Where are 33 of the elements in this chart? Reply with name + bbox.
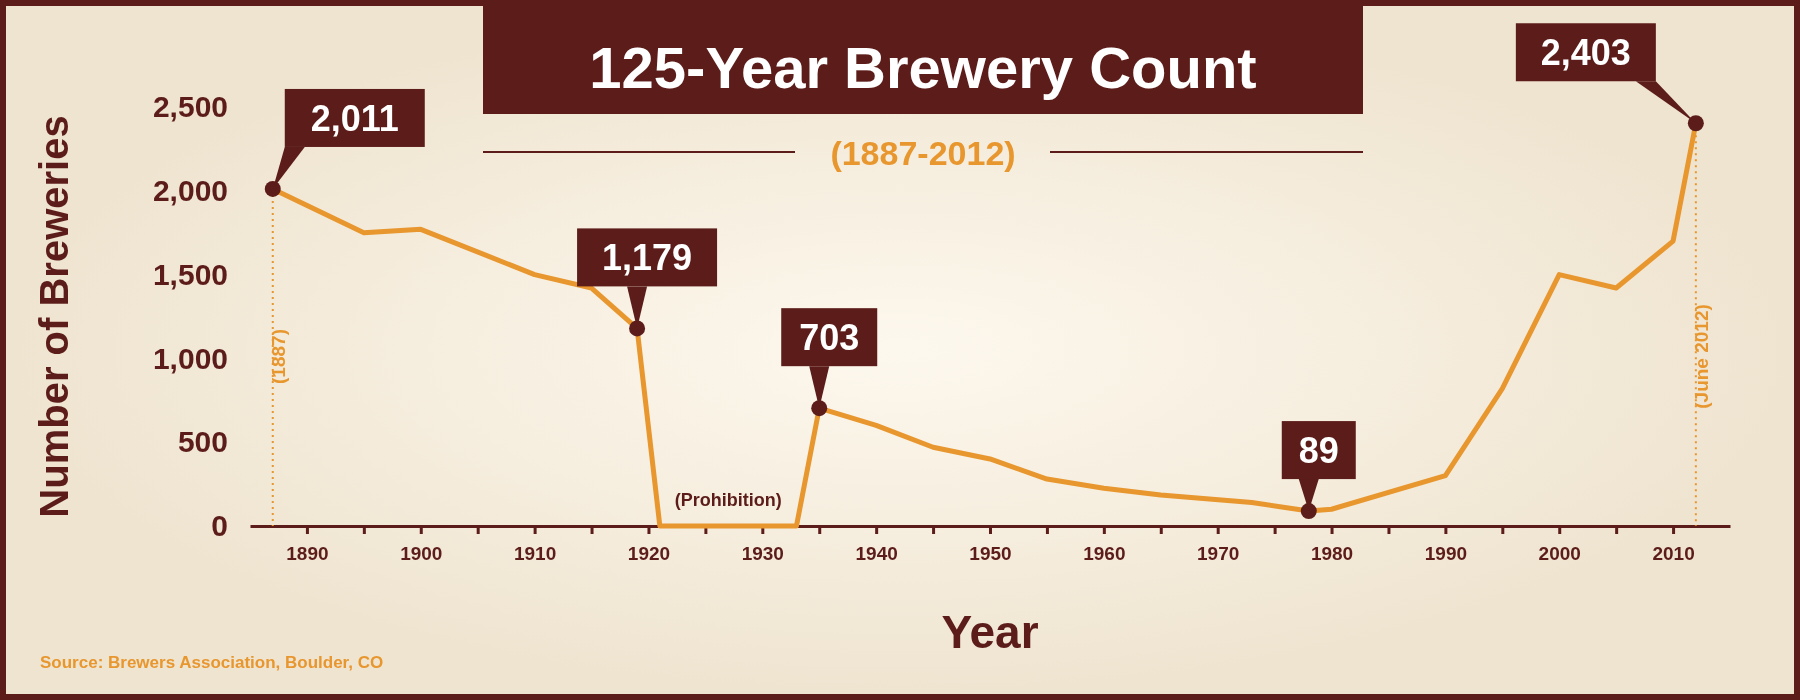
x-tick-label: 1900 bbox=[400, 542, 443, 564]
y-tick-label: 1,000 bbox=[152, 341, 228, 375]
data-label: 703 bbox=[799, 317, 860, 359]
y-tick-label: 2,000 bbox=[152, 173, 228, 207]
data-label: 1,179 bbox=[602, 237, 693, 279]
y-tick-label: 500 bbox=[177, 425, 228, 459]
text: (1887-2012) bbox=[830, 134, 1016, 172]
x-tick-label: 1910 bbox=[513, 542, 557, 564]
x-tick-label: 2010 bbox=[1652, 542, 1695, 564]
x-tick-label: 1920 bbox=[627, 542, 671, 564]
chart-title: 125-Year Brewery Count bbox=[589, 35, 1257, 100]
x-axis-title: Year bbox=[941, 606, 1039, 658]
x-tick-label: 1990 bbox=[1424, 542, 1468, 564]
ref-line-label: (1887) bbox=[267, 329, 289, 384]
y-axis-title: Number of Breweries bbox=[32, 115, 76, 518]
y-tick-label: 1,500 bbox=[152, 257, 228, 291]
x-tick-label: 2000 bbox=[1538, 542, 1581, 564]
annotation: (Prohibition) bbox=[674, 490, 782, 510]
x-tick-label: 1980 bbox=[1310, 542, 1354, 564]
data-label: 2,011 bbox=[310, 97, 399, 139]
ref-line-label: (June 2012) bbox=[1690, 304, 1712, 409]
data-label: 89 bbox=[1298, 430, 1339, 472]
source-note: Source: Brewers Association, Boulder, CO bbox=[40, 653, 384, 672]
x-tick-label: 1890 bbox=[286, 542, 329, 564]
x-tick-label: 1950 bbox=[969, 542, 1012, 564]
x-tick-label: 1940 bbox=[855, 542, 898, 564]
x-tick-label: 1930 bbox=[741, 542, 784, 564]
x-tick-label: 1960 bbox=[1083, 542, 1126, 564]
x-tick-label: 1970 bbox=[1197, 542, 1240, 564]
y-tick-label: 2,500 bbox=[152, 90, 228, 124]
y-tick-label: 0 bbox=[211, 509, 228, 543]
callout-box: 2,403 bbox=[1515, 23, 1696, 124]
data-label: 2,403 bbox=[1540, 32, 1631, 74]
